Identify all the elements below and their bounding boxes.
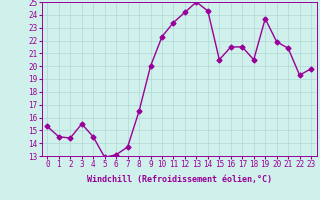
X-axis label: Windchill (Refroidissement éolien,°C): Windchill (Refroidissement éolien,°C) [87, 175, 272, 184]
